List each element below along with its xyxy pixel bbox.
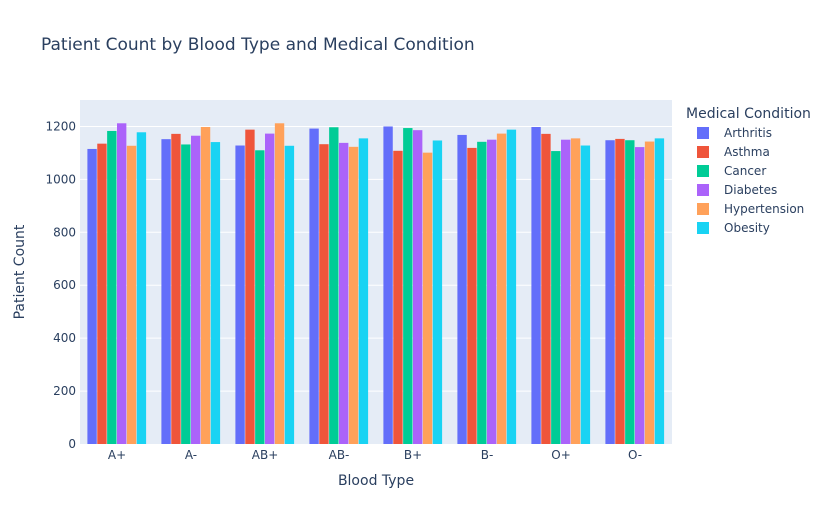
- bar-hypertension-A+[interactable]: [126, 145, 137, 445]
- bar-hypertension-B+[interactable]: [422, 152, 433, 445]
- bar-arthritis-O-[interactable]: [605, 140, 615, 444]
- legend-label: Diabetes: [724, 183, 777, 197]
- bar-obesity-B-[interactable]: [506, 129, 517, 445]
- y-tick-label: 0: [68, 437, 76, 451]
- bars: [87, 123, 665, 445]
- bar-obesity-A+[interactable]: [136, 132, 147, 444]
- bar-diabetes-AB+[interactable]: [265, 133, 275, 445]
- x-tick-label: O+: [551, 448, 571, 462]
- bar-arthritis-B+[interactable]: [383, 126, 393, 444]
- x-tick-label: B+: [404, 448, 422, 462]
- x-tick-labels: A+ A- AB+ AB- B+ B- O+ O-: [108, 448, 642, 462]
- y-tick-label: 800: [53, 225, 76, 239]
- y-tick-labels: 0 200 400 600 800 1000 1200: [45, 119, 76, 451]
- bar-cancer-B+[interactable]: [403, 128, 413, 444]
- bar-obesity-A-[interactable]: [210, 142, 221, 444]
- legend-item-diabetes[interactable]: Diabetes: [697, 183, 777, 197]
- bar-hypertension-B-[interactable]: [496, 133, 507, 445]
- x-tick-label: O-: [628, 448, 642, 462]
- legend-label: Hypertension: [724, 202, 804, 216]
- y-tick-label: 400: [53, 331, 76, 345]
- bar-hypertension-O-[interactable]: [644, 141, 655, 444]
- legend-item-asthma[interactable]: Asthma: [697, 145, 770, 159]
- y-tick-label: 600: [53, 278, 76, 292]
- legend-item-obesity[interactable]: Obesity: [697, 221, 770, 235]
- bar-asthma-AB-[interactable]: [319, 144, 329, 444]
- bar-arthritis-AB+[interactable]: [235, 145, 245, 444]
- bar-asthma-O-[interactable]: [615, 138, 625, 444]
- bar-obesity-O+[interactable]: [580, 145, 591, 444]
- legend-label: Obesity: [724, 221, 770, 235]
- bar-arthritis-B-[interactable]: [457, 134, 467, 444]
- legend-swatch: [697, 222, 709, 234]
- bar-cancer-A-[interactable]: [181, 144, 191, 444]
- x-tick-label: B-: [481, 448, 494, 462]
- bar-hypertension-A-[interactable]: [200, 126, 211, 444]
- bar-cancer-O+[interactable]: [551, 151, 561, 444]
- bar-asthma-A+[interactable]: [97, 143, 107, 444]
- y-tick-label: 1000: [45, 172, 76, 186]
- legend-swatch: [697, 203, 709, 215]
- x-axis-title: Blood Type: [338, 473, 414, 489]
- legend-label: Arthritis: [724, 126, 772, 140]
- bar-diabetes-A+[interactable]: [117, 123, 127, 444]
- bar-diabetes-O+[interactable]: [561, 139, 571, 444]
- legend-swatch: [697, 127, 709, 139]
- bar-arthritis-A+[interactable]: [87, 148, 97, 444]
- bar-cancer-AB+[interactable]: [255, 150, 265, 444]
- legend-item-hypertension[interactable]: Hypertension: [697, 202, 804, 216]
- bar-cancer-O-[interactable]: [625, 140, 635, 444]
- bar-diabetes-B-[interactable]: [487, 139, 497, 444]
- bar-diabetes-O-[interactable]: [635, 147, 645, 444]
- bar-diabetes-AB-[interactable]: [339, 142, 349, 445]
- y-tick-label: 200: [53, 384, 76, 398]
- legend-title: Medical Condition: [686, 106, 811, 122]
- bar-diabetes-B+[interactable]: [413, 130, 423, 445]
- bar-cancer-A+[interactable]: [107, 130, 117, 444]
- x-tick-label: A-: [185, 448, 197, 462]
- legend-swatch: [697, 146, 709, 158]
- bar-obesity-B+[interactable]: [432, 140, 443, 445]
- bar-obesity-AB-[interactable]: [358, 138, 369, 444]
- legend-swatch: [697, 184, 709, 196]
- bar-asthma-B-[interactable]: [467, 147, 477, 444]
- bar-obesity-O-[interactable]: [654, 138, 665, 444]
- bar-arthritis-AB-[interactable]: [309, 128, 319, 444]
- bar-asthma-O+[interactable]: [541, 133, 551, 444]
- legend-item-arthritis[interactable]: Arthritis: [697, 126, 772, 140]
- x-tick-label: A+: [108, 448, 126, 462]
- bar-cancer-B-[interactable]: [477, 141, 487, 444]
- bar-arthritis-O+[interactable]: [531, 126, 541, 444]
- x-tick-label: AB+: [252, 448, 279, 462]
- y-axis-title: Patient Count: [12, 224, 28, 319]
- bar-asthma-A-[interactable]: [171, 133, 181, 444]
- bar-obesity-AB+[interactable]: [284, 145, 295, 445]
- bar-hypertension-O+[interactable]: [570, 138, 581, 444]
- bar-cancer-AB-[interactable]: [329, 127, 339, 445]
- legend-swatch: [697, 165, 709, 177]
- legend-label: Cancer: [724, 164, 766, 178]
- y-tick-label: 1200: [45, 119, 76, 133]
- bar-arthritis-A-[interactable]: [161, 139, 171, 444]
- bar-asthma-AB+[interactable]: [245, 129, 255, 445]
- bar-asthma-B+[interactable]: [393, 150, 403, 444]
- legend-item-cancer[interactable]: Cancer: [697, 164, 766, 178]
- x-tick-label: AB-: [329, 448, 350, 462]
- bar-hypertension-AB+[interactable]: [274, 123, 285, 444]
- legend[interactable]: Arthritis Asthma Cancer Diabetes Hypertensio…: [697, 126, 804, 235]
- legend-label: Asthma: [724, 145, 770, 159]
- bar-hypertension-AB-[interactable]: [348, 146, 359, 445]
- bar-diabetes-A-[interactable]: [191, 135, 201, 444]
- chart-title: Patient Count by Blood Type and Medical …: [41, 35, 475, 55]
